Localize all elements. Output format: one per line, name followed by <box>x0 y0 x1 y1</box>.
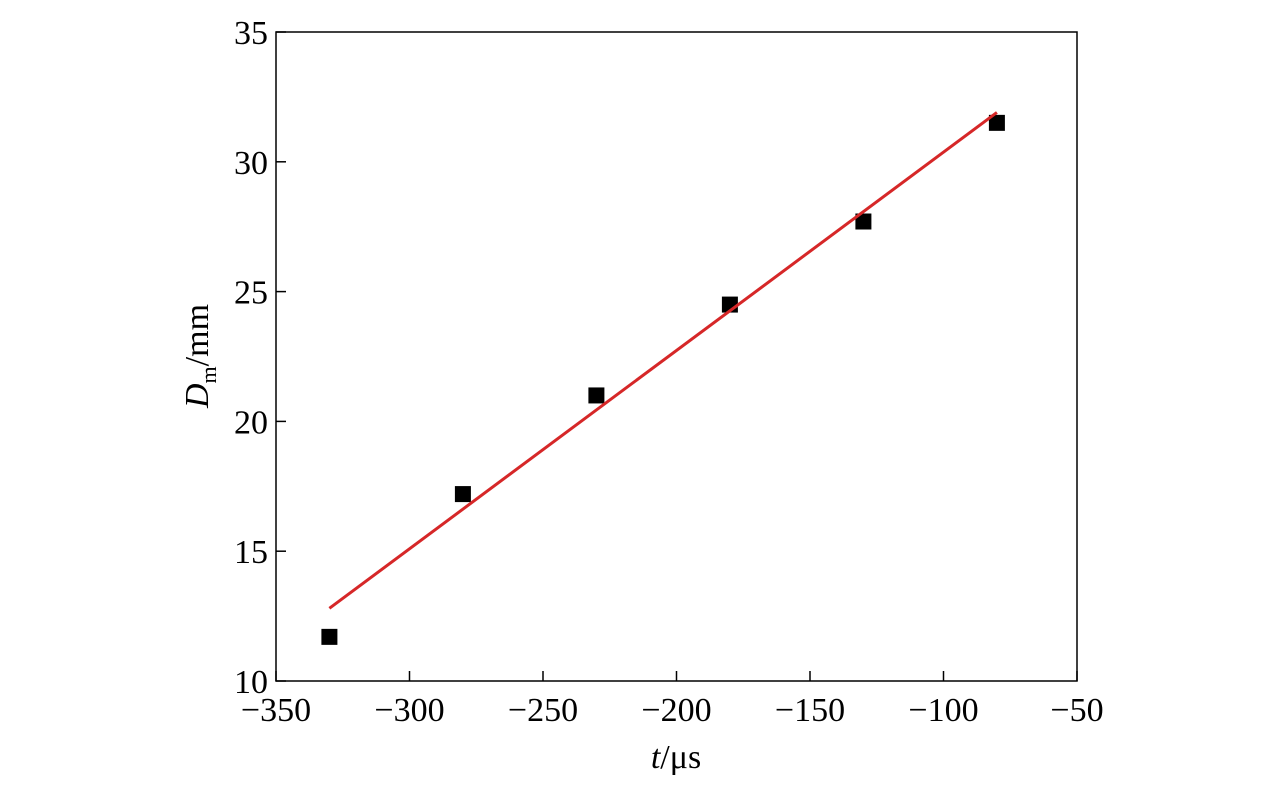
y-subscript: m <box>196 366 221 383</box>
plot-frame <box>275 31 1078 682</box>
x-unit: /μs <box>660 739 701 776</box>
y-tick-label: 20 <box>234 404 268 441</box>
x-tick-label: −100 <box>908 692 978 729</box>
data-point <box>988 114 1005 131</box>
x-tick-label: −50 <box>1050 692 1103 729</box>
y-axis-label: Dm/mm <box>179 304 221 409</box>
data-point <box>321 628 338 645</box>
x-tick-label: −300 <box>374 692 444 729</box>
x-symbol: t <box>651 739 662 776</box>
y-tick-label: 25 <box>234 275 268 312</box>
x-tick-label: −250 <box>508 692 578 729</box>
y-symbol: D <box>179 383 216 409</box>
y-tick-label: 30 <box>234 145 268 182</box>
fit-line <box>328 111 998 610</box>
x-axis-label: t/μs <box>651 739 701 776</box>
x-tick-label: −350 <box>241 692 311 729</box>
data-point <box>454 486 471 503</box>
y-tick-label: 10 <box>234 664 268 701</box>
data-point <box>855 213 872 230</box>
x-tick-label: −150 <box>775 692 845 729</box>
y-tick-label: 15 <box>234 534 268 571</box>
y-unit: /mm <box>179 304 216 366</box>
x-tick-label: −200 <box>641 692 711 729</box>
y-tick-label: 35 <box>234 15 268 52</box>
data-point <box>588 387 605 404</box>
